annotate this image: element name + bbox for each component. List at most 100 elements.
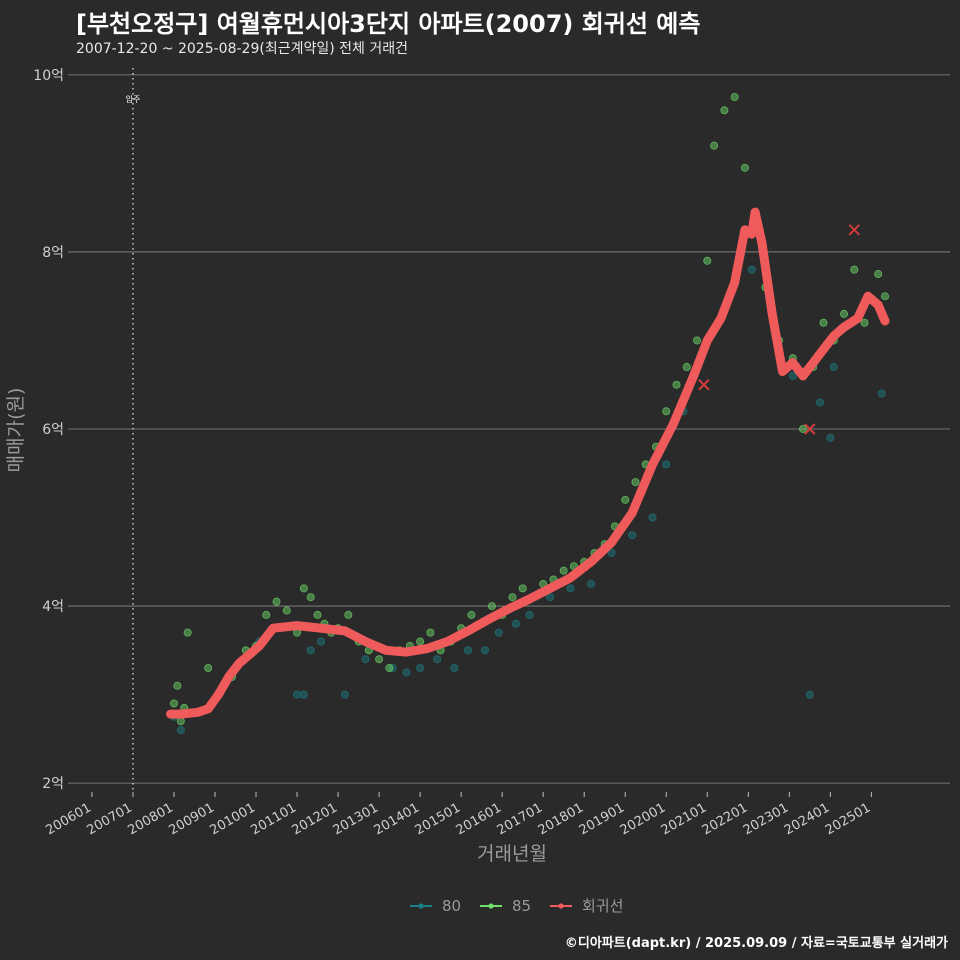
x-tick-label: 200601	[43, 800, 93, 838]
data-point-80	[662, 460, 671, 469]
data-point-85	[693, 336, 702, 345]
data-point-80	[176, 726, 185, 735]
data-point-80	[566, 584, 575, 593]
legend: 80 85 회귀선	[410, 897, 623, 915]
data-point-80	[546, 593, 555, 602]
data-point-80	[511, 619, 520, 628]
x-markers	[698, 224, 860, 435]
x-tick-label: 200901	[167, 800, 217, 838]
annotation-layer: 입주	[126, 68, 141, 792]
data-point-85	[508, 593, 517, 602]
data-point-85	[306, 593, 315, 602]
data-point-80	[607, 548, 616, 557]
legend-item: 회귀선	[550, 897, 623, 915]
move-in-label: 입주	[126, 95, 141, 104]
x-tick-label: 201801	[536, 800, 586, 838]
x-tick-label: 201601	[454, 800, 504, 838]
x-tick-label: 200701	[84, 800, 134, 838]
y-tick-label: 4억	[42, 599, 64, 615]
x-tick-label: 202301	[741, 800, 791, 838]
x-marker	[804, 423, 816, 435]
data-point-80	[299, 690, 308, 699]
data-point-85	[710, 141, 719, 150]
x-tick-label: 202101	[659, 800, 709, 838]
data-point-85	[487, 602, 496, 611]
data-point-85	[720, 106, 729, 115]
legend-label: 85	[512, 897, 531, 915]
legend-swatch-dot	[558, 903, 564, 909]
data-point-80	[877, 389, 886, 398]
data-point-85	[183, 628, 192, 637]
data-point-80	[306, 646, 315, 655]
x-tick-label: 201201	[290, 800, 340, 838]
legend-item: 85	[480, 897, 531, 915]
data-point-85	[740, 163, 749, 172]
data-point-85	[385, 664, 394, 673]
data-point-80	[648, 513, 657, 522]
data-point-80	[826, 433, 835, 442]
data-point-85	[426, 628, 435, 637]
data-point-80	[463, 646, 472, 655]
data-point-80	[805, 690, 814, 699]
x-axis-label: 거래년월	[477, 843, 547, 865]
data-point-85	[874, 270, 883, 279]
data-point-85	[850, 265, 859, 274]
legend-item: 80	[410, 897, 461, 915]
data-point-80	[628, 531, 637, 540]
data-point-85	[176, 717, 185, 726]
x-tick-label: 202501	[823, 800, 873, 838]
y-tick-label: 8억	[42, 245, 64, 261]
chart-subtitle: 2007-12-20 ~ 2025-08-29(최근계약일) 전체 거래건	[76, 41, 408, 57]
data-point-85	[840, 309, 849, 318]
data-point-85	[272, 597, 281, 606]
data-point-85	[621, 495, 630, 504]
legend-swatch-dot	[488, 903, 494, 909]
data-point-85	[799, 424, 808, 433]
source-caption: ©디아파트(dapt.kr) / 2025.09.09 / 자료=국토교통부 실…	[564, 936, 948, 951]
y-tick-label: 6억	[42, 422, 64, 438]
data-point-80	[402, 668, 411, 677]
legend-swatch-dot	[418, 903, 424, 909]
legend-label: 80	[442, 897, 461, 915]
data-point-80	[340, 690, 349, 699]
x-tick-label: 201701	[495, 800, 545, 838]
data-point-85	[662, 407, 671, 416]
data-point-80	[293, 690, 302, 699]
data-point-80	[816, 398, 825, 407]
x-marker	[698, 379, 710, 391]
data-point-80	[481, 646, 490, 655]
data-point-80	[416, 664, 425, 673]
regression-line	[166, 207, 890, 719]
data-point-85	[299, 584, 308, 593]
data-point-85	[631, 478, 640, 487]
data-point-80	[587, 579, 596, 588]
scatter-points	[169, 92, 890, 735]
x-marker-stroke	[698, 379, 710, 391]
data-point-80	[494, 628, 503, 637]
x-tick-label: 201401	[372, 800, 422, 838]
y-tick-label: 2억	[42, 776, 64, 792]
x-tick-label: 201301	[331, 800, 381, 838]
data-point-85	[559, 566, 568, 575]
x-tick-label: 202201	[700, 800, 750, 838]
x-axis-ticks: 2006012007012008012009012010012011012012…	[43, 792, 873, 838]
data-point-80	[361, 655, 370, 664]
data-point-85	[703, 256, 712, 265]
data-point-80	[747, 265, 756, 274]
x-marker	[848, 224, 860, 236]
x-marker-stroke	[848, 224, 860, 236]
x-tick-label: 201001	[208, 800, 258, 838]
data-point-85	[860, 318, 869, 327]
data-point-85	[282, 606, 291, 615]
data-point-85	[169, 699, 178, 708]
data-point-85	[819, 318, 828, 327]
x-tick-label: 200801	[125, 800, 175, 838]
chart-title: [부천오정구] 여월휴먼시아3단지 아파트(2007) 회귀선 예측	[76, 10, 701, 38]
data-point-80	[829, 363, 838, 372]
y-axis-label: 매매가(원)	[5, 388, 27, 473]
data-point-80	[525, 610, 534, 619]
x-tick-label: 202401	[782, 800, 832, 838]
data-point-85	[881, 292, 890, 301]
data-point-80	[433, 655, 442, 664]
